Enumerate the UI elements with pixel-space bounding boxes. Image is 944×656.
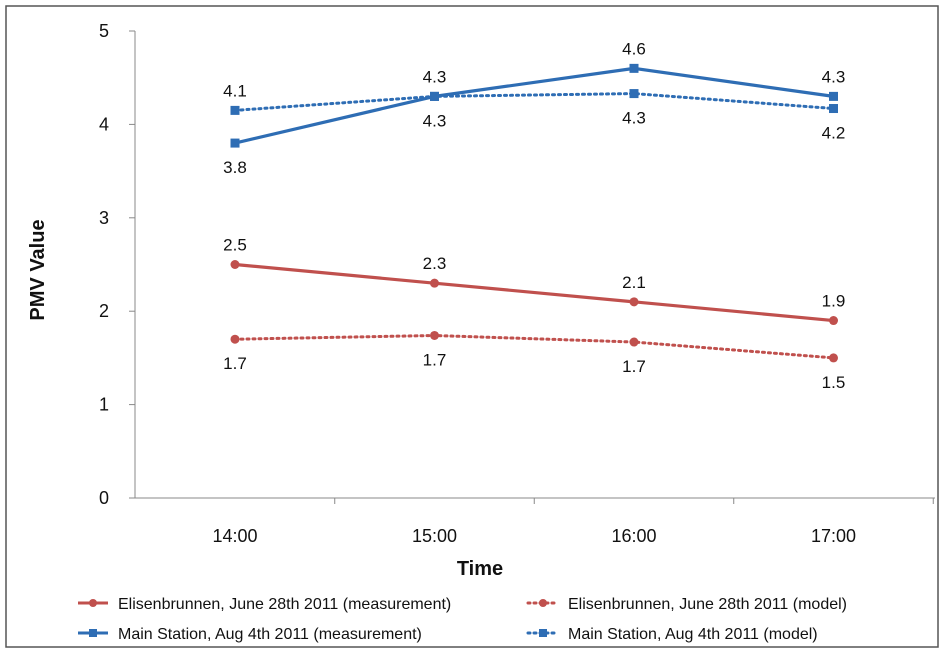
legend-item: Main Station, Aug 4th 2011 (model) <box>526 626 818 643</box>
data-label: 4.6 <box>622 39 646 58</box>
legend-marker <box>89 629 97 637</box>
data-point <box>430 278 439 288</box>
data-label: 2.5 <box>223 236 247 255</box>
y-tick-label: 2 <box>99 301 109 321</box>
data-label: 4.3 <box>622 109 646 128</box>
data-point <box>829 91 838 101</box>
series-line <box>233 333 835 360</box>
y-tick-label: 1 <box>99 395 109 415</box>
data-point <box>230 260 240 269</box>
legend-label: Main Station, Aug 4th 2011 (measurement) <box>118 626 422 643</box>
legend: Elisenbrunnen, June 28th 2011 (measureme… <box>78 596 847 643</box>
legend-item: Main Station, Aug 4th 2011 (measurement) <box>78 626 422 643</box>
data-label: 4.3 <box>423 67 447 86</box>
axes: 0 1 2 3 4 5 14:00 15:00 16:00 17:00 <box>99 21 935 546</box>
legend-marker <box>89 599 97 607</box>
chart-border <box>5 5 939 648</box>
series-line <box>234 262 834 323</box>
x-tick-label: 14:00 <box>212 526 257 546</box>
series-1 <box>230 260 838 326</box>
data-label: 4.3 <box>423 111 447 130</box>
legend-marker <box>539 629 547 637</box>
y-tick-label: 5 <box>99 21 109 41</box>
data-labels: 2.5 2.3 2.1 1.9 1.7 1.7 1.7 1.5 3.8 4.3 4.6 4.3 4.1 4… <box>223 39 845 392</box>
legend-label: Elisenbrunnen, June 28th 2011 (measureme… <box>118 596 451 613</box>
data-point <box>629 297 639 307</box>
legend-marker <box>539 599 547 607</box>
data-point <box>230 138 240 148</box>
y-tick-label: 4 <box>99 114 109 134</box>
legend-item: Elisenbrunnen, June 28th 2011 (measureme… <box>78 596 451 613</box>
series-line <box>233 92 835 112</box>
data-label: 1.7 <box>423 350 447 369</box>
data-point <box>430 91 439 101</box>
data-point <box>430 330 439 340</box>
series-4 <box>230 89 838 115</box>
legend-label: Main Station, Aug 4th 2011 (model) <box>568 626 818 643</box>
data-point <box>230 334 240 344</box>
data-label: 4.2 <box>822 124 846 143</box>
legend-label: Elisenbrunnen, June 28th 2011 (model) <box>568 596 847 613</box>
data-point <box>629 63 639 73</box>
legend-item: Elisenbrunnen, June 28th 2011 (model) <box>526 596 847 613</box>
data-label: 2.3 <box>423 254 447 273</box>
data-label: 1.7 <box>223 354 247 373</box>
y-axis-title: PMV Value <box>27 219 49 320</box>
data-label: 1.9 <box>822 292 846 311</box>
x-tick-label: 17:00 <box>811 526 856 546</box>
data-label: 2.1 <box>622 273 646 292</box>
data-label: 4.1 <box>223 81 247 100</box>
data-point <box>629 89 639 99</box>
y-tick-label: 3 <box>99 208 109 228</box>
series-lines <box>230 63 838 363</box>
data-label: 4.3 <box>822 67 846 86</box>
data-label: 1.5 <box>822 373 846 392</box>
data-label: 1.7 <box>622 357 646 376</box>
data-point <box>829 104 838 114</box>
data-point <box>829 353 838 363</box>
x-tick-label: 15:00 <box>412 526 457 546</box>
x-tick-label: 16:00 <box>611 526 656 546</box>
y-tick-label: 0 <box>99 488 109 508</box>
x-axis-title: Time <box>457 558 503 580</box>
data-label: 3.8 <box>223 158 247 177</box>
series-line <box>234 66 834 145</box>
data-point <box>629 337 639 347</box>
data-point <box>829 316 838 326</box>
data-point <box>230 105 240 115</box>
series-2 <box>230 330 838 363</box>
